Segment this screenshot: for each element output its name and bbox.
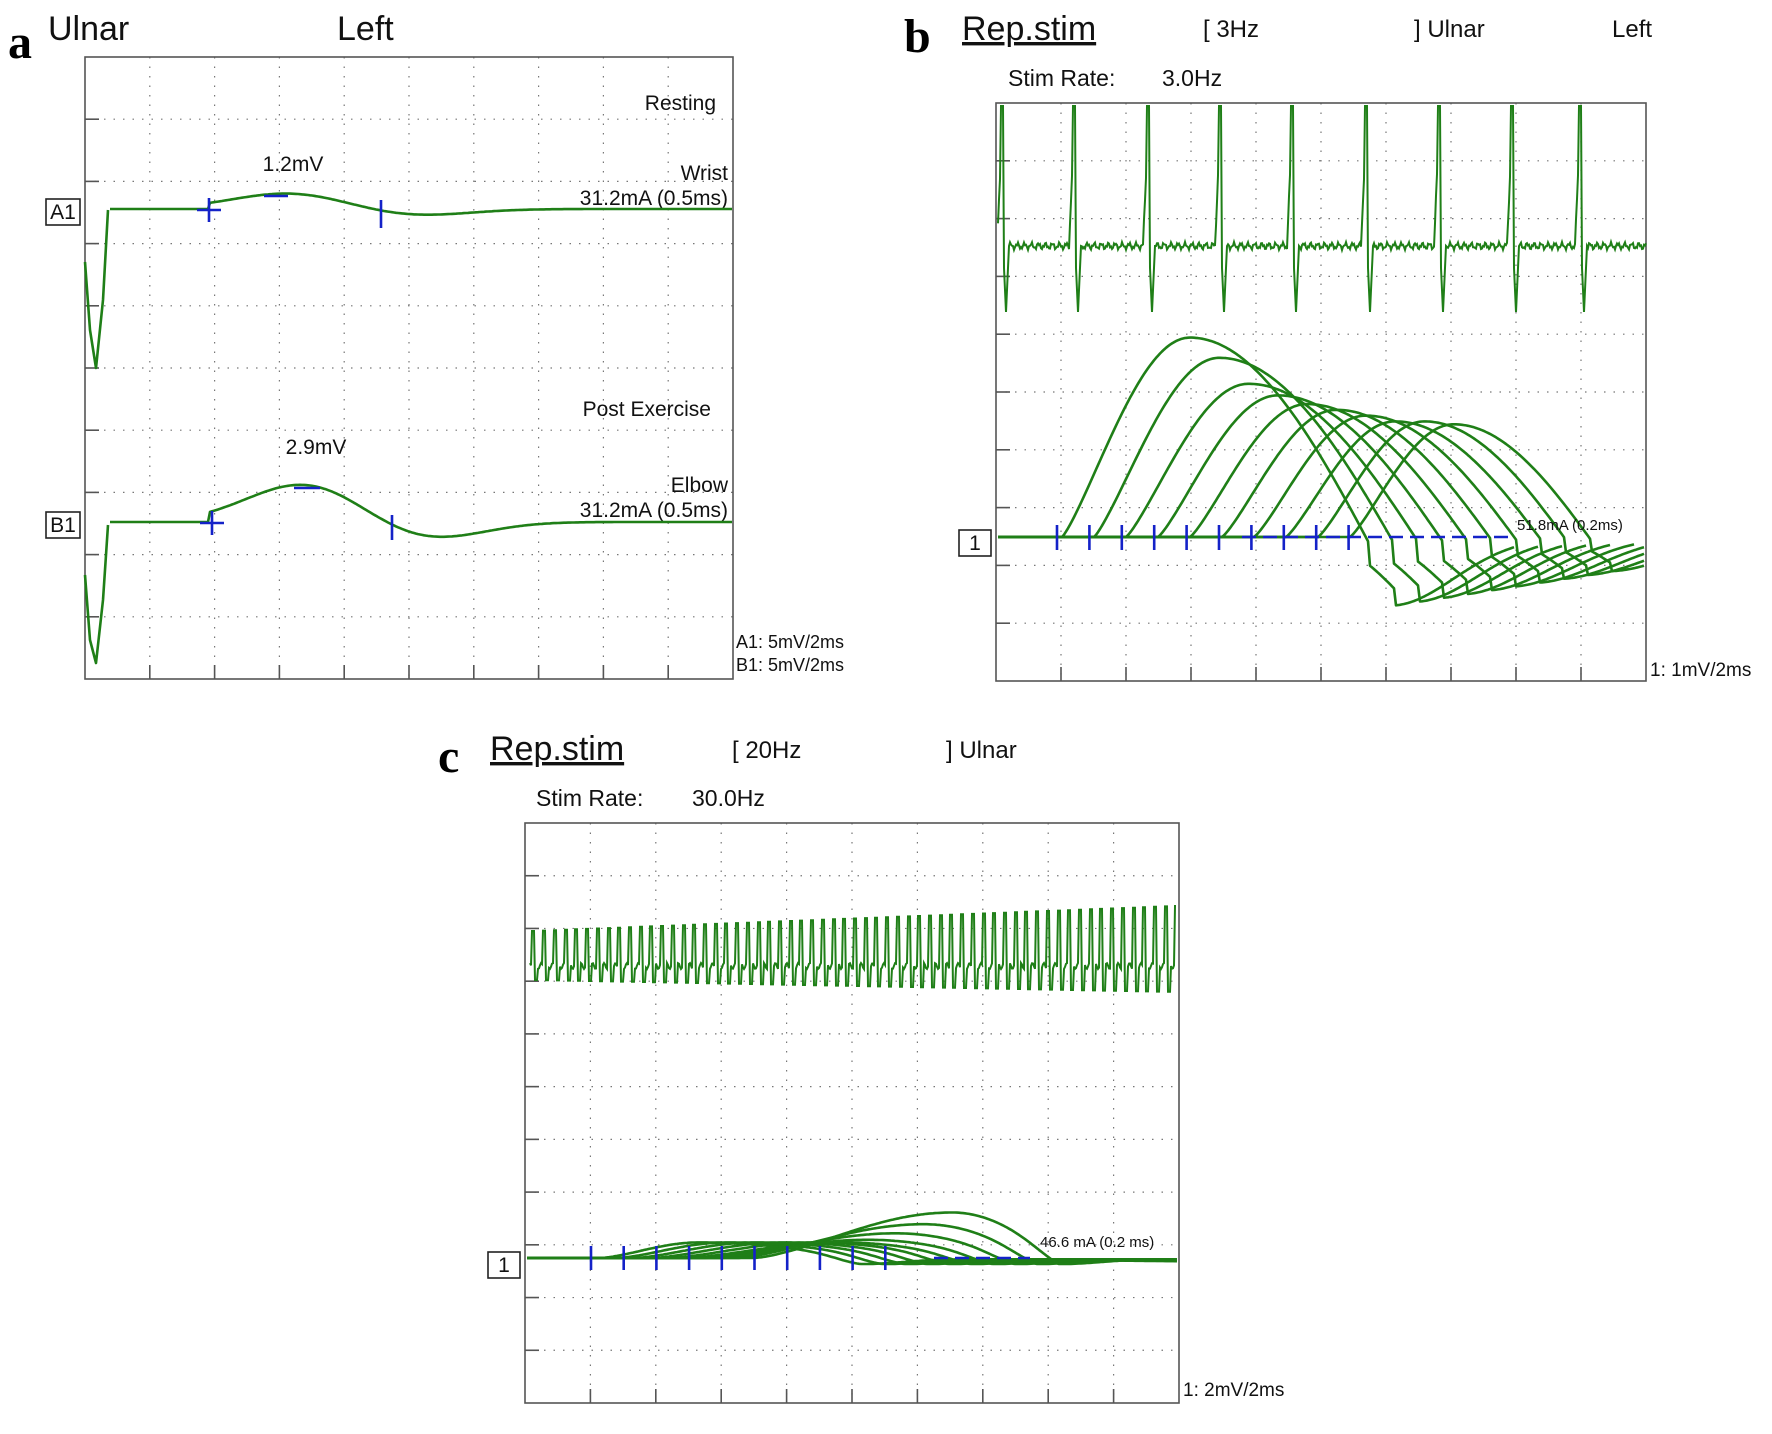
panel-c-stim-rate: 30.0Hz xyxy=(692,785,765,811)
panel-b-markers xyxy=(1055,525,1510,550)
panel-a-trace1-amplitude: 1.2mV xyxy=(263,153,324,176)
response-b-10 xyxy=(998,423,1645,573)
panel-a-trace2-condition: Post Exercise xyxy=(583,398,711,421)
panel-c-frame xyxy=(524,822,1180,1404)
channel-label-a1: A1 xyxy=(50,201,76,224)
panel-c: c Rep.stim [ 20Hz ] Ulnar Stim Rate: 30.… xyxy=(438,730,1284,1404)
panel-b-stim-rate-label: Stim Rate: xyxy=(1008,65,1115,91)
trace-a1 xyxy=(83,192,732,370)
panel-b-nerve: ] Ulnar xyxy=(1414,16,1485,43)
channel-box-b1 xyxy=(45,511,81,539)
panel-a-side: Left xyxy=(337,10,394,48)
panel-a-scale-b1: B1: 5mV/2ms xyxy=(736,655,844,675)
response-b-2 xyxy=(998,356,1539,603)
panel-b-scale: 1: 1mV/2ms xyxy=(1650,660,1751,681)
channel-label-b-1: 1 xyxy=(969,532,981,555)
channel-label-c-1: 1 xyxy=(498,1254,510,1277)
markers-a1 xyxy=(197,194,383,228)
panel-a: a Ulnar Left Resting 1.2mV Wrist 31.2mA … xyxy=(8,10,844,680)
panel-c-responses xyxy=(527,1211,1178,1266)
panel-b-raw-stimulus-train xyxy=(997,105,1647,313)
panel-b: b Rep.stim [ 3Hz ] Ulnar Left Stim Rate:… xyxy=(904,10,1751,682)
markers-b1 xyxy=(200,486,394,540)
panel-label-b: b xyxy=(904,10,931,63)
channel-box-b-1 xyxy=(958,529,992,557)
channel-box-a1 xyxy=(45,198,81,226)
panel-c-stimulus: 46.6 mA (0.2 ms) xyxy=(1040,1234,1154,1251)
panel-c-markers xyxy=(589,1246,1030,1270)
panel-a-trace1-site: Wrist xyxy=(681,162,729,185)
panel-a-trace1-condition: Resting xyxy=(645,92,716,115)
panel-b-stimulus: 51.8mA (0.2ms) xyxy=(1517,517,1623,534)
panel-b-bracket-rate: [ 3Hz xyxy=(1203,16,1259,43)
panel-b-title: Rep.stim xyxy=(962,10,1096,48)
panel-a-trace2-amplitude: 2.9mV xyxy=(286,436,347,459)
panel-b-side: Left xyxy=(1612,16,1652,43)
response-b-1 xyxy=(998,336,1515,607)
panel-c-title: Rep.stim xyxy=(490,730,624,768)
response-b-8 xyxy=(998,420,1645,580)
panel-a-grid xyxy=(85,57,733,679)
panel-a-trace2-site: Elbow xyxy=(671,474,729,497)
channel-box-c-1 xyxy=(487,1251,521,1279)
panel-a-trace1-stimulus: 31.2mA (0.5ms) xyxy=(580,187,728,210)
response-c-10 xyxy=(527,1211,1177,1266)
channel-label-b1: B1 xyxy=(50,514,76,537)
panel-a-trace2-stimulus: 31.2mA (0.5ms) xyxy=(580,499,728,522)
panel-c-stim-rate-label: Stim Rate: xyxy=(536,785,643,811)
panel-a-scale-a1: A1: 5mV/2ms xyxy=(736,632,844,652)
panel-b-frame xyxy=(995,102,1647,682)
panel-c-bracket-rate: [ 20Hz xyxy=(732,737,801,764)
panel-c-nerve: ] Ulnar xyxy=(946,737,1017,764)
panel-label-c: c xyxy=(438,730,459,783)
panel-label-a: a xyxy=(8,16,32,69)
panel-c-raw-stimulus-train xyxy=(529,905,1176,993)
trace-b1 xyxy=(83,483,732,665)
panel-a-frame xyxy=(84,56,734,680)
panel-c-grid xyxy=(525,823,1179,1403)
panel-a-nerve: Ulnar xyxy=(48,10,129,48)
panel-b-grid xyxy=(996,103,1646,681)
panel-b-responses xyxy=(998,336,1645,607)
panel-b-stim-rate: 3.0Hz xyxy=(1162,65,1222,91)
panel-c-scale: 1: 2mV/2ms xyxy=(1183,1380,1284,1401)
